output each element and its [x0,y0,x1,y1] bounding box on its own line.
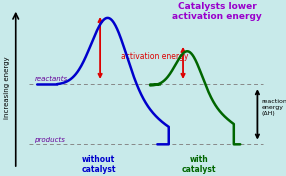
Text: without
catalyst: without catalyst [82,155,116,174]
Text: Catalysts lower
activation energy: Catalysts lower activation energy [172,2,262,21]
Text: activation energy: activation energy [121,52,188,61]
Text: with
catalyst: with catalyst [182,155,216,174]
Text: reaction
energy
(ΔH): reaction energy (ΔH) [262,99,286,116]
Text: products: products [34,136,65,143]
Text: reactants: reactants [34,76,67,82]
Text: increasing energy: increasing energy [4,57,10,119]
